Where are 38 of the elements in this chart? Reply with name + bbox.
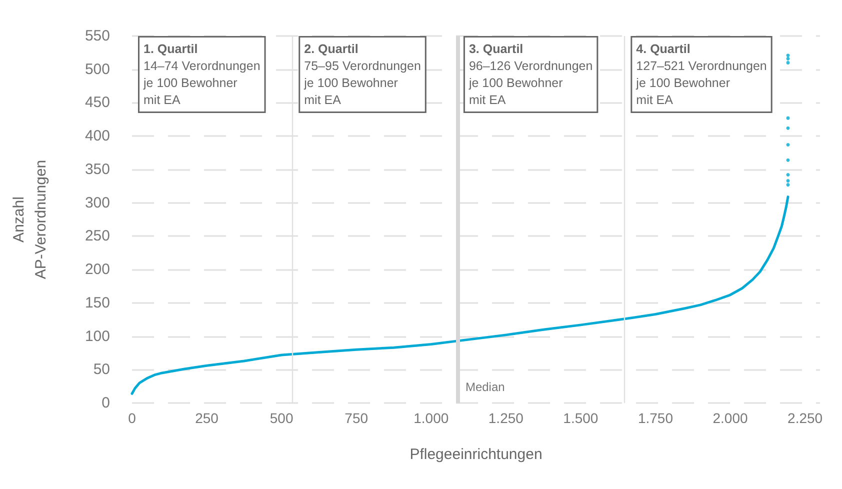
x-tick-label: 1.750 — [638, 410, 674, 426]
y-tick-label: 200 — [84, 261, 110, 278]
x-tick-label: 1.500 — [563, 410, 598, 426]
annotation: 4. Quartil 127–521 Verordnungen je 100 Bewohner mit EA — [635, 42, 767, 107]
y-tick-label: 250 — [84, 228, 110, 245]
y-tick-label: 50 — [93, 361, 110, 378]
point — [786, 56, 790, 60]
y-tick-label: 350 — [84, 160, 110, 178]
annotation: 1. Quartil 14–74 Verordnungen je 100 Bewohner mit EA — [142, 42, 260, 107]
annotation: 2. Quartil 75–95 Verordnungen je 100 Bewohner mit EA — [303, 42, 421, 107]
point — [786, 158, 790, 162]
y-tick-label: 300 — [84, 194, 110, 212]
line-series — [130, 196, 790, 395]
y-tick-label: 550 — [84, 28, 110, 44]
y-tick-label: 500 — [84, 60, 110, 78]
x-axis-title: Pflegeeinrichtungen — [410, 446, 542, 463]
y-tick-label: 0 — [102, 394, 110, 412]
y-axis-title: Anzahl AP-Verordnungen — [10, 160, 50, 280]
point — [786, 60, 790, 64]
point — [786, 179, 790, 183]
ref-line-label: Median — [465, 380, 505, 394]
point — [786, 143, 790, 147]
x-tick-label: 1.000 — [414, 410, 449, 426]
y-tick-label: 150 — [84, 294, 110, 312]
x-tick-label: 750 — [344, 410, 368, 426]
x-tick-label: 2.250 — [788, 410, 823, 426]
point — [786, 54, 790, 58]
point — [786, 183, 790, 187]
x-tick-label: 250 — [195, 410, 219, 426]
x-tick-label: 2.000 — [712, 410, 748, 426]
annotation: 3. Quartil 96–126 Verordnungen je 100 Bewohner mit EA — [468, 42, 593, 107]
x-tick-label: 500 — [270, 410, 294, 426]
y-tick-label: 400 — [84, 128, 110, 145]
y-tick-label: 450 — [84, 94, 110, 112]
y-tick-label: 100 — [84, 328, 110, 345]
point — [786, 173, 790, 177]
x-tick-label: 0 — [128, 410, 136, 426]
x-tick-label: 1.250 — [488, 410, 524, 426]
